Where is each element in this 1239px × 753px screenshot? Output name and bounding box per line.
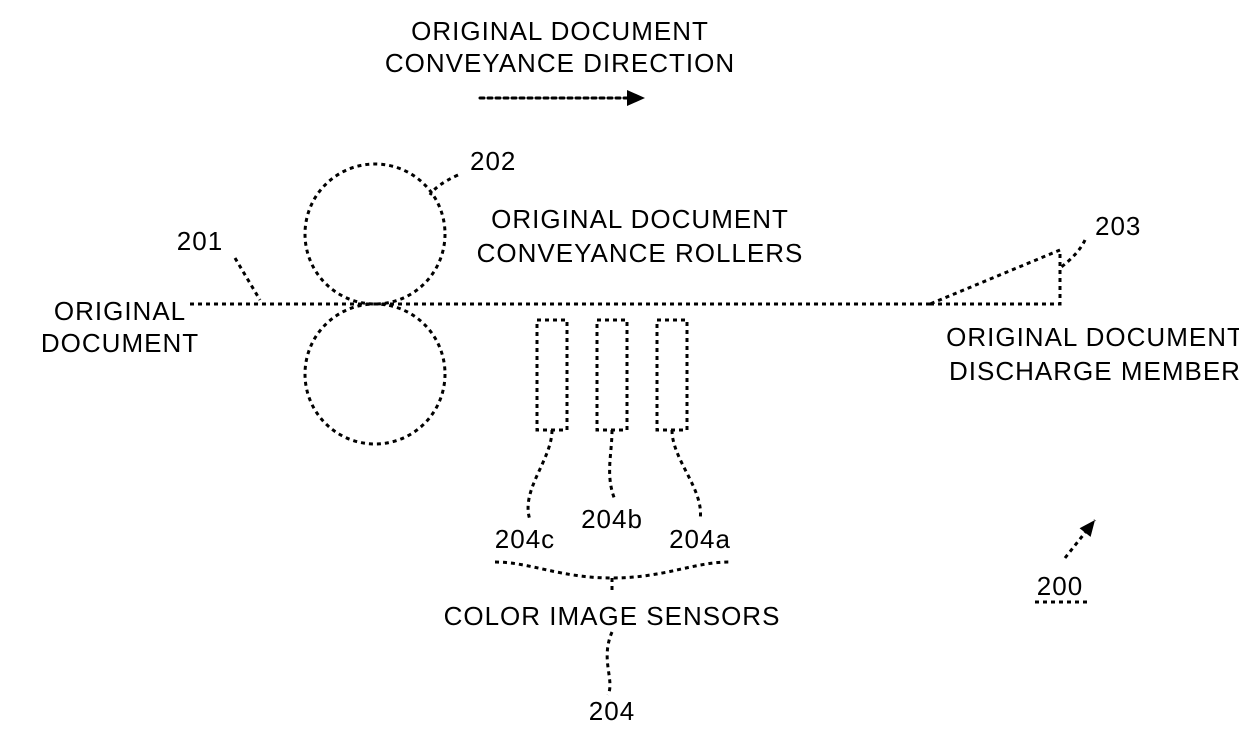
ref-204-leader — [607, 632, 612, 695]
ref-202-number: 202 — [470, 146, 516, 176]
sensor-b — [597, 320, 627, 430]
title-line1: ORIGINAL DOCUMENT — [411, 16, 709, 46]
ref-204c-label: 204c — [495, 524, 555, 554]
ref-204b-leader — [610, 430, 615, 500]
diagram-canvas: ORIGINAL DOCUMENT CONVEYANCE DIRECTION 2… — [0, 0, 1239, 753]
ref-204c-leader — [528, 430, 552, 520]
ref-204a-label: 204a — [669, 524, 731, 554]
ref-201-leader — [235, 258, 260, 300]
assembly-200-arrow — [1065, 520, 1095, 558]
discharge-triangle — [930, 250, 1060, 304]
ref-202-leader — [430, 175, 458, 195]
ref-201-text2: DOCUMENT — [41, 328, 199, 358]
ref-204-number: 204 — [589, 696, 635, 726]
color-image-sensors — [537, 320, 687, 430]
sensor-group-label: COLOR IMAGE SENSORS — [444, 601, 781, 631]
ref-203-text2: DISCHARGE MEMBER — [949, 356, 1239, 386]
sensor-brace — [495, 562, 729, 578]
ref-201-number: 201 — [177, 226, 223, 256]
roller-top — [305, 164, 445, 304]
sensor-a — [657, 320, 687, 430]
ref-202-text2: CONVEYANCE ROLLERS — [477, 238, 804, 268]
ref-204b-label: 204b — [581, 504, 643, 534]
ref-200-number: 200 — [1037, 571, 1083, 601]
ref-202-text1: ORIGINAL DOCUMENT — [491, 204, 789, 234]
ref-203-number: 203 — [1095, 211, 1141, 241]
roller-bottom — [305, 304, 445, 444]
title-line2: CONVEYANCE DIRECTION — [385, 48, 735, 78]
sensor-c — [537, 320, 567, 430]
ref-204a-leader — [672, 430, 701, 520]
ref-203-leader — [1060, 240, 1085, 268]
ref-203-text1: ORIGINAL DOCUMENT — [946, 322, 1239, 352]
ref-201-text1: ORIGINAL — [54, 296, 186, 326]
direction-arrow — [480, 90, 645, 106]
